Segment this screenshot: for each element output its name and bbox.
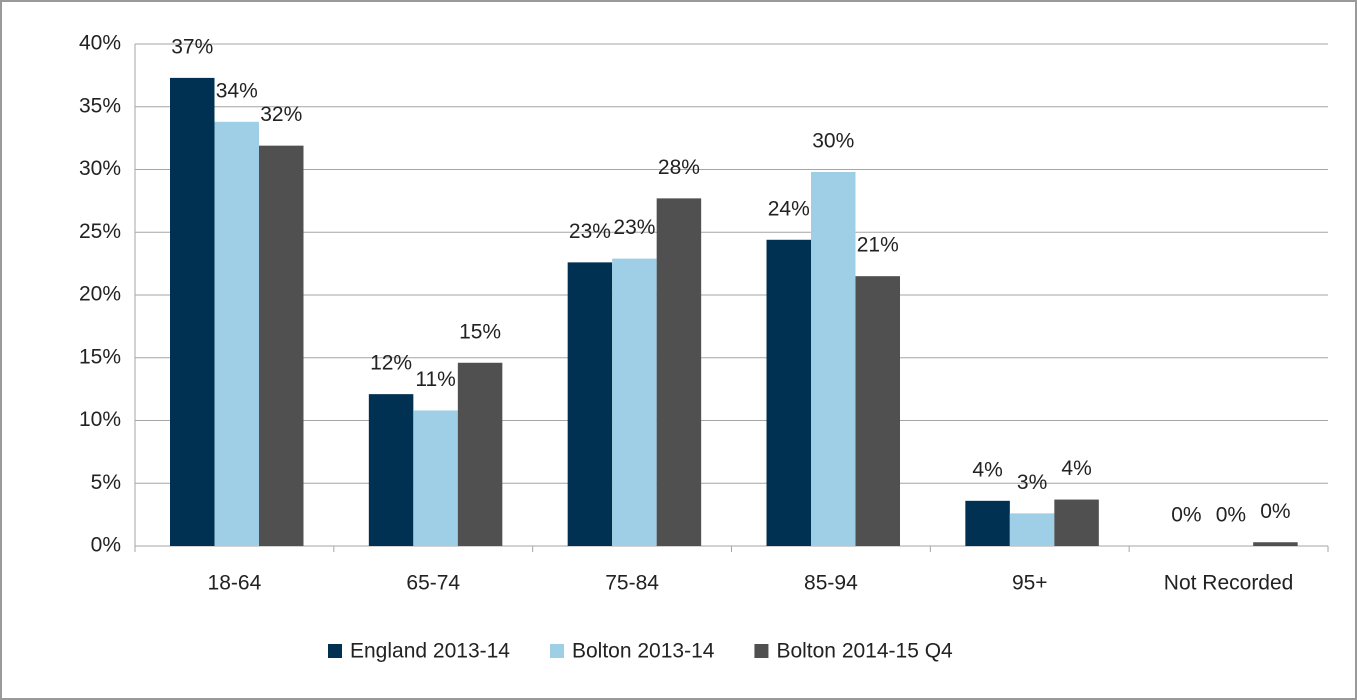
bar bbox=[259, 145, 304, 546]
x-tick-label: 18-64 bbox=[208, 572, 262, 595]
value-label: 12% bbox=[370, 352, 412, 375]
value-label: 0% bbox=[1260, 500, 1290, 523]
legend-label: Bolton 2013-14 bbox=[572, 640, 715, 663]
bar bbox=[1253, 542, 1298, 546]
bar bbox=[1054, 499, 1099, 546]
y-tick-label: 25% bbox=[79, 220, 121, 243]
y-tick-label: 30% bbox=[79, 157, 121, 180]
bar bbox=[612, 258, 657, 546]
legend-label: England 2013-14 bbox=[350, 640, 510, 663]
y-tick-label: 35% bbox=[79, 94, 121, 117]
x-tick-label: 65-74 bbox=[406, 572, 460, 595]
value-label: 23% bbox=[613, 216, 655, 239]
x-tick-label: 95+ bbox=[1012, 572, 1048, 595]
legend-swatch bbox=[754, 644, 769, 658]
bar bbox=[170, 77, 215, 546]
value-label: 24% bbox=[768, 197, 810, 220]
bar bbox=[656, 198, 702, 547]
value-label: 4% bbox=[1061, 457, 1091, 480]
bar bbox=[1009, 513, 1055, 546]
bar bbox=[855, 276, 900, 546]
y-tick-label: 40% bbox=[79, 32, 121, 55]
value-label: 0% bbox=[1216, 504, 1246, 527]
value-label: 0% bbox=[1171, 504, 1201, 527]
legend-label: Bolton 2014-15 Q4 bbox=[776, 640, 953, 663]
y-tick-label: 15% bbox=[79, 345, 121, 368]
value-label: 30% bbox=[812, 130, 854, 153]
y-tick-label: 10% bbox=[79, 408, 121, 431]
value-label: 34% bbox=[216, 79, 258, 102]
value-label: 37% bbox=[171, 35, 213, 58]
value-label: 11% bbox=[415, 368, 455, 391]
x-tick-label: 85-94 bbox=[804, 572, 858, 595]
x-tick-label: 75-84 bbox=[605, 572, 659, 595]
bar bbox=[811, 172, 856, 546]
bar bbox=[368, 394, 414, 546]
value-label: 23% bbox=[569, 220, 611, 243]
bar bbox=[766, 239, 811, 546]
y-tick-label: 0% bbox=[91, 534, 121, 557]
bar bbox=[214, 121, 259, 546]
y-tick-label: 5% bbox=[91, 471, 121, 494]
legend-swatch bbox=[328, 644, 342, 658]
bar bbox=[413, 410, 458, 546]
value-label: 4% bbox=[972, 458, 1002, 481]
value-label: 32% bbox=[260, 103, 302, 126]
x-tick-label: Not Recorded bbox=[1164, 572, 1294, 595]
bar bbox=[567, 262, 613, 546]
legend-swatch bbox=[549, 644, 564, 658]
value-label: 21% bbox=[857, 234, 899, 257]
y-tick-label: 20% bbox=[79, 283, 121, 306]
bar bbox=[457, 362, 503, 546]
value-label: 3% bbox=[1017, 471, 1047, 494]
value-label: 28% bbox=[658, 156, 700, 179]
bar bbox=[965, 500, 1010, 546]
value-label: 15% bbox=[459, 320, 501, 343]
